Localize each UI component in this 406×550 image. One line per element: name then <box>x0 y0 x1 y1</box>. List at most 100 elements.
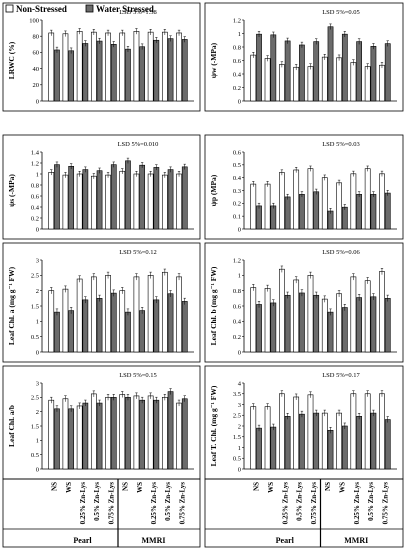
y-tick-label: 0.2 <box>31 215 39 222</box>
bar-non-stressed <box>307 275 314 353</box>
y-tick-label: 1.2 <box>233 257 241 264</box>
y-tick-label: 1 <box>238 445 241 452</box>
group-label-pearl: Pearl <box>276 536 295 545</box>
bar-water-stressed <box>299 194 305 230</box>
x-tick-label-treatment: NS <box>51 482 59 491</box>
y-tick-label: 3.5 <box>233 391 241 398</box>
bar-non-stressed <box>336 412 342 470</box>
y-tick-label: 3 <box>36 257 39 264</box>
bar-non-stressed <box>364 280 371 353</box>
y-tick-label: 1.2 <box>31 160 39 167</box>
y-axis-label: ψw (-MPa) <box>209 42 218 78</box>
bar-non-stressed <box>350 62 357 102</box>
legend-swatch-non-stressed <box>5 4 14 13</box>
x-tick-label-treatment: 0.25% Zn-Lys <box>150 482 158 525</box>
y-tick-label: 0.5 <box>233 456 241 463</box>
bar-non-stressed <box>147 275 154 353</box>
bar-water-stressed <box>110 43 117 102</box>
bar-non-stressed <box>76 405 83 470</box>
y-tick-label: 0.4 <box>31 204 40 211</box>
x-tick-label-treatment: 0.25% Zn-Lys <box>353 482 361 525</box>
bar-water-stressed <box>125 311 131 353</box>
bar-non-stressed <box>250 54 257 102</box>
bar-non-stressed <box>133 395 140 470</box>
y-tick-label: 0 <box>238 226 241 233</box>
bar-non-stressed <box>76 31 83 102</box>
x-tick-label-treatment: WS <box>267 482 275 493</box>
bar-water-stressed <box>327 26 334 102</box>
bar-water-stressed <box>341 425 348 470</box>
y-axis-label: LRWC (%) <box>7 41 16 79</box>
bar-non-stressed <box>336 57 342 102</box>
bar-non-stressed <box>321 56 328 102</box>
x-tick-label-treatment: 0.75% Zn-Lys <box>178 482 186 525</box>
bar-water-stressed <box>68 166 75 230</box>
y-axis-label: ψp (MPa) <box>209 174 218 206</box>
bar-non-stressed <box>379 271 385 353</box>
bar-water-stressed <box>284 294 291 353</box>
bar-water-stressed <box>68 50 75 102</box>
bar-non-stressed <box>176 276 182 353</box>
bar-non-stressed <box>48 172 55 230</box>
y-tick-label: 0.2 <box>233 334 241 341</box>
y-tick-label: 1 <box>238 273 241 280</box>
x-tick-label-treatment: 0.75% Zn-Lys <box>310 482 318 525</box>
bar-non-stressed <box>105 275 111 353</box>
bar-water-stressed <box>299 413 305 470</box>
bar-water-stressed <box>167 293 174 353</box>
bar-water-stressed <box>96 170 103 230</box>
x-tick-label-treatment: WS <box>65 482 73 493</box>
bar-non-stressed <box>350 393 357 470</box>
bar-non-stressed <box>119 290 126 353</box>
y-tick-label: 0 <box>238 466 241 473</box>
x-tick-label-treatment: 0.5% Zn-Lys <box>367 482 375 521</box>
bar-non-stressed <box>293 279 300 353</box>
bar-water-stressed <box>139 310 146 353</box>
bar-water-stressed <box>299 292 305 353</box>
bar-non-stressed <box>264 183 271 230</box>
bar-water-stressed <box>125 397 131 470</box>
panel-frame <box>204 134 404 240</box>
bar-non-stressed <box>336 293 342 353</box>
bar-water-stressed <box>356 41 362 102</box>
bar-non-stressed <box>250 406 257 470</box>
bar-non-stressed <box>62 33 69 102</box>
y-tick-label: 0 <box>36 98 39 105</box>
bar-non-stressed <box>293 396 300 470</box>
lsd-annotation: LSD 5%=0.03 <box>322 141 360 148</box>
y-tick-label: 0.4 <box>233 175 242 182</box>
panel-frame <box>2 242 201 363</box>
bar-water-stressed <box>54 311 60 353</box>
legend-swatch-water-stressed <box>85 4 94 13</box>
bar-water-stressed <box>139 164 146 230</box>
bar-non-stressed <box>307 66 314 102</box>
y-tick-label: 0 <box>36 466 39 473</box>
y-tick-label: 1.4 <box>31 149 40 156</box>
bar-water-stressed <box>167 169 174 230</box>
bar-non-stressed <box>307 394 314 470</box>
y-tick-label: 0.5 <box>31 452 39 459</box>
bar-water-stressed <box>370 296 377 353</box>
bar-non-stressed <box>264 58 271 102</box>
y-tick-label: 2.5 <box>31 273 39 280</box>
chart-panel: 0 0.2 0.4 0.6 0.8 1 1.2 1.4 ψs (-MPa) LSD 5%=0.01… <box>2 134 201 240</box>
bar-non-stressed <box>76 173 83 230</box>
bar-water-stressed <box>153 399 160 470</box>
bar-water-stressed <box>384 419 391 470</box>
bar-non-stressed <box>264 406 271 470</box>
bar-water-stressed <box>370 194 377 230</box>
bar-water-stressed <box>125 48 131 102</box>
chart-panel: 0 0.1 0.2 0.3 0.4 0.5 0.6 ψp (MPa) LSD 5%=0.03 <box>204 134 404 240</box>
bar-water-stressed <box>370 46 377 102</box>
bar-water-stressed <box>270 205 277 230</box>
y-tick-label: 3 <box>36 380 39 387</box>
bar-water-stressed <box>356 416 362 470</box>
legend-label-water-stressed: Water Stressed <box>96 4 154 14</box>
y-tick-label: 1.5 <box>31 303 39 310</box>
bar-water-stressed <box>341 307 348 353</box>
bar-non-stressed <box>90 31 97 102</box>
bar-non-stressed <box>161 271 168 353</box>
y-tick-label: 1 <box>36 438 39 445</box>
y-tick-label: 0.8 <box>31 182 39 189</box>
y-tick-label: 1.2 <box>233 17 241 24</box>
